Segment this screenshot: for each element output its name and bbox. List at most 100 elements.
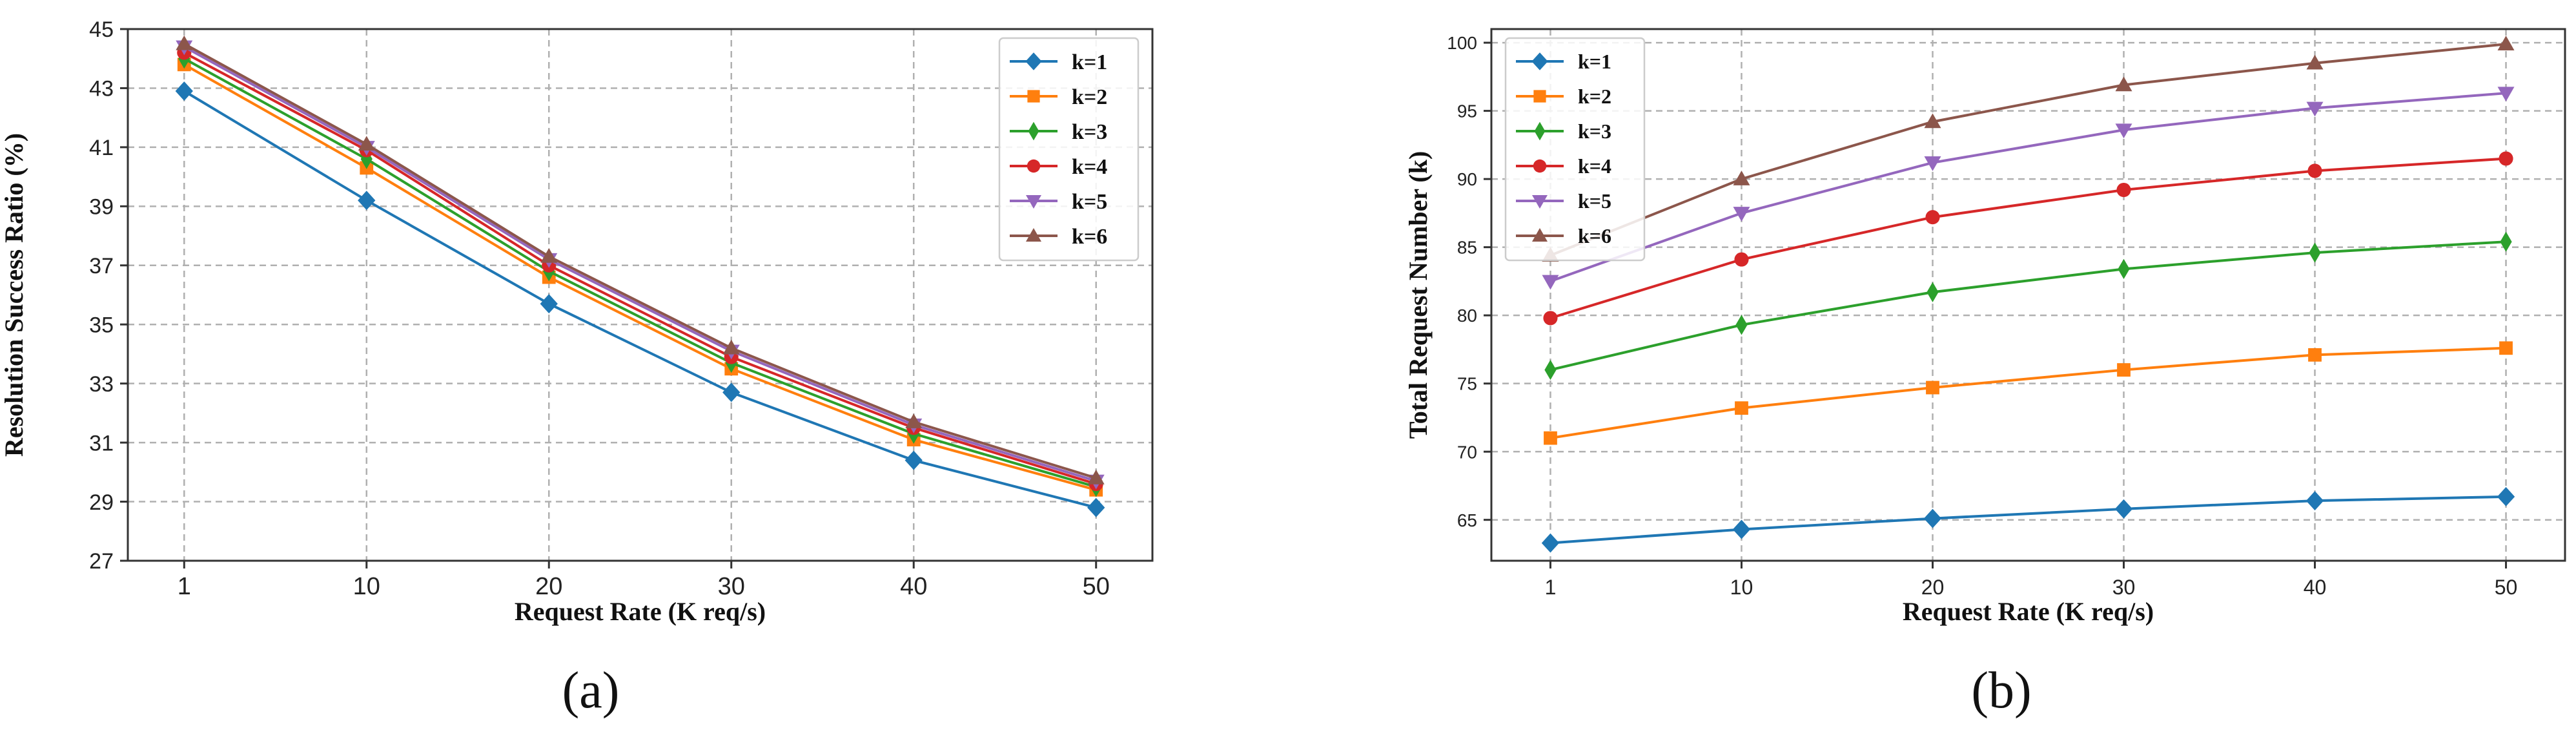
legend-marker	[1533, 90, 1546, 103]
data-point	[1733, 171, 1750, 185]
data-point	[2115, 76, 2132, 92]
x-tick-label: 40	[900, 573, 927, 600]
legend-marker	[1532, 228, 1548, 242]
legend-label: k=2	[1578, 85, 1611, 108]
y-tick-label: 65	[1457, 510, 1477, 530]
y-tick-label: 95	[1457, 101, 1477, 121]
data-point	[176, 35, 193, 50]
y-tick-label: 70	[1457, 442, 1477, 462]
data-point	[358, 191, 376, 211]
y-tick-label: 90	[1457, 169, 1477, 189]
legend-marker	[1026, 228, 1041, 242]
x-tick-label: 40	[2304, 576, 2327, 599]
series-k1	[175, 81, 1105, 517]
data-point	[2307, 163, 2322, 178]
legend-marker	[1534, 121, 1546, 141]
data-point	[175, 81, 193, 101]
y-tick-label: 39	[89, 195, 114, 220]
y-axis-title: Resolution Success Ratio (%)	[0, 133, 28, 457]
data-point	[2497, 87, 2515, 102]
y-tick-label: 43	[89, 77, 114, 101]
legend: k=1 k=2 k=3 k=4 k=5 k=6	[998, 37, 1140, 262]
series-k3	[1544, 231, 2512, 381]
data-point	[1926, 381, 1939, 395]
series-line	[183, 51, 1097, 486]
series-k6	[1542, 36, 2515, 262]
chart-panel-a: (a) 1 10 20 30 40 50 27 29 31 33 35 37 39 41 43 45 Reque…	[0, 17, 1154, 719]
data-point	[1087, 469, 1105, 485]
y-tick-label: 37	[89, 254, 114, 278]
series-line	[183, 63, 1097, 492]
data-point	[2497, 36, 2515, 50]
data-point	[1542, 275, 1559, 290]
series-line	[183, 90, 1097, 509]
data-point	[1543, 311, 1558, 326]
x-tick-label: 50	[2495, 576, 2518, 599]
legend-label: k=6	[1578, 224, 1611, 247]
series-k6	[176, 35, 1105, 485]
legend-marker	[1025, 52, 1042, 70]
data-point	[1924, 156, 1941, 171]
series-k2	[1544, 341, 2513, 445]
data-point	[722, 382, 741, 402]
legend-marker	[1026, 195, 1041, 209]
x-tick-label: 1	[178, 573, 191, 600]
legend-label: k=3	[1072, 120, 1107, 144]
y-tick-label: 35	[89, 313, 114, 337]
data-point	[2499, 341, 2513, 355]
data-point	[1924, 113, 1941, 129]
data-point	[722, 339, 740, 355]
x-tick-label: 10	[1730, 576, 1753, 599]
data-point	[1927, 282, 1939, 302]
y-tick-label: 27	[89, 549, 114, 574]
data-point	[540, 294, 558, 314]
series-line	[1549, 92, 2506, 283]
series-k5	[1542, 87, 2515, 290]
legend-label: k=2	[1072, 85, 1107, 109]
legend-label: k=5	[1578, 189, 1611, 213]
series-line	[183, 57, 1097, 488]
data-point	[905, 413, 923, 428]
legend-label: k=4	[1578, 154, 1611, 178]
data-point	[1735, 401, 1748, 415]
series-k4	[177, 45, 1103, 492]
legend-marker	[1028, 121, 1039, 141]
data-point	[2499, 151, 2513, 166]
y-tick-label: 31	[89, 431, 114, 455]
data-point	[2115, 123, 2132, 139]
y-axis-title: Total Request Number (k)	[1404, 151, 1433, 439]
panel-label: (b)	[1971, 662, 2031, 719]
x-tick-label: 50	[1083, 573, 1110, 600]
data-point	[1541, 533, 1560, 553]
series-line	[1549, 157, 2506, 320]
data-point	[2117, 363, 2131, 377]
y-tick-label: 29	[89, 490, 114, 515]
data-point	[1735, 315, 1748, 335]
x-axis-title: Request Rate (K req/s)	[515, 597, 766, 626]
x-tick-label: 30	[718, 573, 745, 600]
legend-box	[998, 37, 1140, 262]
legend: k=1 k=2 k=3 k=4 k=5 k=6	[1504, 37, 1646, 262]
legend-label: k=6	[1072, 225, 1107, 249]
x-tick-label: 30	[2112, 576, 2136, 599]
y-tick-label: 41	[89, 136, 114, 160]
series-k4	[1543, 151, 2513, 326]
data-point	[1732, 519, 1751, 539]
plot-frame	[1490, 28, 2566, 562]
chart-panel-b: (b) 1 10 20 30 40 50 65 70 75 80 85 90 95 100 Request …	[1404, 28, 2566, 719]
legend-box	[1504, 37, 1646, 262]
data-point	[1733, 207, 1750, 222]
x-axis-title: Request Rate (K req/s)	[1903, 597, 2154, 626]
data-point	[2308, 348, 2322, 362]
legend-marker	[1533, 159, 1547, 173]
series-line	[183, 43, 1097, 479]
y-tick-label: 75	[1457, 374, 1477, 394]
series-k1	[1541, 486, 2515, 553]
x-tick-label: 20	[535, 573, 562, 600]
x-tick-label: 10	[353, 573, 380, 600]
series-line	[1550, 346, 2506, 440]
y-tick-label: 33	[89, 372, 114, 397]
legend-marker	[1027, 90, 1040, 103]
data-point	[2305, 491, 2324, 511]
data-point	[358, 136, 375, 151]
